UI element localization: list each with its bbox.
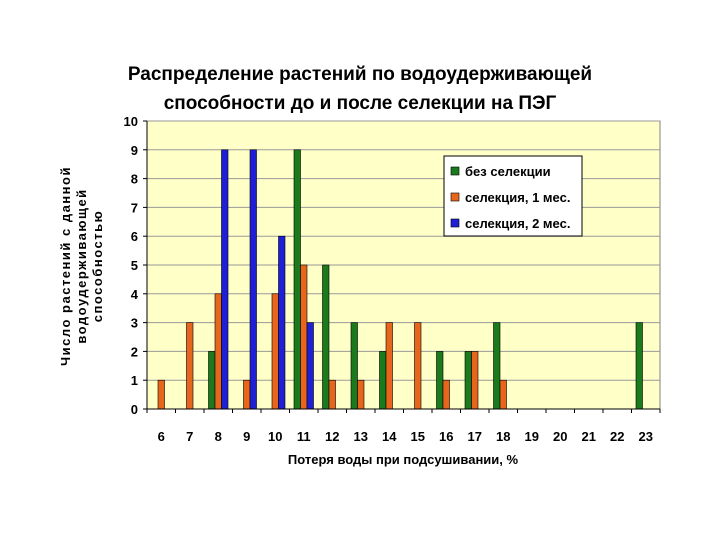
bar-series-2-x-10 bbox=[278, 235, 286, 410]
bar-series-1-x-12 bbox=[328, 379, 336, 410]
y-tick-label-1: 1 bbox=[131, 373, 138, 388]
y-tick-label-9: 9 bbox=[131, 143, 138, 158]
x-tick-label-23: 23 bbox=[639, 429, 653, 444]
x-tick-label-15: 15 bbox=[411, 429, 425, 444]
y-axis-label-line-3: способностью bbox=[90, 210, 105, 322]
bar-series-1-x-17 bbox=[471, 351, 479, 410]
y-tick-label-2: 2 bbox=[131, 344, 138, 359]
y-axis-label: Число растений с данной водоудерживающей… bbox=[58, 166, 105, 366]
x-tick-label-17: 17 bbox=[468, 429, 482, 444]
x-tick-label-6: 6 bbox=[158, 429, 165, 444]
x-axis-label: Потеря воды при подсушивании, % bbox=[288, 452, 519, 467]
y-tick-label-5: 5 bbox=[131, 258, 138, 273]
chart-title-line-1: Распределение растений по водоудерживающ… bbox=[128, 64, 592, 85]
x-tick-label-9: 9 bbox=[243, 429, 250, 444]
bar-series-0-x-11 bbox=[293, 149, 301, 410]
y-tick-label-7: 7 bbox=[131, 200, 138, 215]
bar-series-0-x-18 bbox=[493, 322, 501, 410]
x-tick-label-20: 20 bbox=[553, 429, 567, 444]
bar-series-1-x-6 bbox=[157, 379, 165, 410]
y-tick-label-3: 3 bbox=[131, 316, 138, 331]
legend-label-selection-2-months: селекция, 2 мес. bbox=[465, 216, 570, 231]
legend-swatch-selection-2-months bbox=[450, 218, 460, 228]
bar-series-0-x-16 bbox=[436, 351, 444, 410]
bar-series-1-x-8 bbox=[214, 293, 222, 410]
bar-series-2-x-11 bbox=[306, 322, 314, 410]
bar-series-0-x-13 bbox=[350, 322, 358, 410]
legend-swatch-selection-1-month bbox=[450, 192, 460, 202]
y-tick-label-10: 10 bbox=[124, 114, 138, 129]
bar-series-0-x-23 bbox=[635, 322, 643, 410]
bar-series-0-x-12 bbox=[322, 264, 330, 410]
x-tick-label-19: 19 bbox=[525, 429, 539, 444]
bar-series-1-x-18 bbox=[499, 379, 507, 410]
bar-series-1-x-14 bbox=[385, 322, 393, 410]
bar-series-1-x-16 bbox=[442, 379, 450, 410]
bar-series-1-x-10 bbox=[271, 293, 279, 410]
x-tick-label-7: 7 bbox=[186, 429, 193, 444]
bar-series-2-x-8 bbox=[221, 149, 229, 410]
y-tick-label-0: 0 bbox=[131, 402, 138, 417]
legend-label-selection-1-month: селекция, 1 мес. bbox=[465, 190, 570, 205]
x-tick-label-22: 22 bbox=[610, 429, 624, 444]
x-tick-label-11: 11 bbox=[297, 429, 311, 444]
legend-label-no-selection: без селекции bbox=[465, 164, 551, 179]
bar-series-1-x-9 bbox=[243, 379, 251, 410]
y-tick-label-8: 8 bbox=[131, 172, 138, 187]
x-tick-label-10: 10 bbox=[268, 429, 282, 444]
legend-swatch-no-selection bbox=[450, 166, 460, 176]
x-tick-label-21: 21 bbox=[582, 429, 596, 444]
bar-series-0-x-14 bbox=[379, 351, 387, 410]
bar-series-1-x-7 bbox=[186, 322, 194, 410]
bar-series-1-x-11 bbox=[300, 264, 308, 410]
x-tick-label-14: 14 bbox=[382, 429, 397, 444]
legend-box bbox=[443, 155, 583, 237]
y-tick-label-4: 4 bbox=[131, 287, 139, 302]
x-tick-label-13: 13 bbox=[354, 429, 368, 444]
bars bbox=[157, 149, 643, 410]
x-tick-label-8: 8 bbox=[215, 429, 222, 444]
bar-series-0-x-17 bbox=[464, 351, 472, 410]
bar-series-1-x-13 bbox=[357, 379, 365, 410]
y-tick-label-6: 6 bbox=[131, 229, 138, 244]
x-tick-label-16: 16 bbox=[439, 429, 453, 444]
y-axis-label-line-1: Число растений с данной bbox=[58, 166, 73, 366]
x-tick-label-18: 18 bbox=[496, 429, 510, 444]
x-tick-labels: 6 7 8 9 10 11 12 13 14 15 16 17 18 19 20 21 22 23 bbox=[158, 429, 653, 444]
chart-title: Распределение растений по водоудерживающ… bbox=[128, 64, 592, 114]
bar-series-0-x-8 bbox=[208, 351, 216, 410]
y-axis-label-line-2: водоудерживающей bbox=[74, 188, 89, 343]
bar-series-1-x-15 bbox=[414, 322, 422, 410]
bar-series-2-x-9 bbox=[249, 149, 257, 410]
x-tick-label-12: 12 bbox=[325, 429, 339, 444]
legend: без селекции селекция, 1 мес. селекция, … bbox=[443, 155, 583, 237]
y-tick-labels: 0 1 2 3 4 5 6 7 8 9 10 bbox=[124, 114, 139, 417]
axes bbox=[143, 120, 661, 413]
chart-title-line-2: способности до и после селекции на ПЭГ bbox=[164, 93, 557, 114]
